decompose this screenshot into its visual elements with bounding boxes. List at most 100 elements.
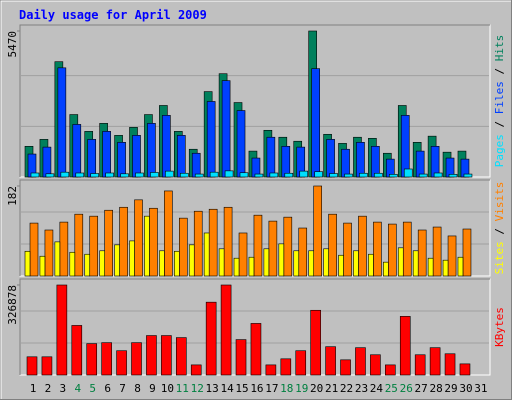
x-tick-label: 10 [161, 382, 174, 395]
bar [119, 206, 128, 277]
bar [250, 323, 262, 376]
bar [191, 152, 201, 178]
legend-entry: Pages [493, 134, 506, 167]
bar [383, 261, 389, 277]
bar [89, 215, 99, 277]
chart-title: Daily usage for April 2009 [19, 8, 207, 22]
bar [429, 347, 441, 376]
bar [144, 215, 150, 277]
bar [356, 142, 365, 178]
bar [444, 353, 456, 376]
bar [39, 255, 46, 277]
x-tick-label: 12 [191, 382, 204, 395]
bar [432, 226, 442, 277]
bar [99, 250, 105, 277]
bar [135, 172, 144, 178]
bar [26, 356, 38, 376]
bar [45, 173, 55, 178]
bar [442, 259, 449, 277]
bar [463, 173, 473, 178]
bar [74, 213, 84, 277]
legend-separator: / [493, 221, 506, 241]
x-tick-label: 29 [444, 382, 457, 395]
bar [134, 199, 143, 277]
bar [325, 346, 336, 376]
bar [105, 172, 114, 178]
panel-shade [19, 179, 490, 276]
bar [114, 244, 120, 277]
bar [323, 248, 329, 277]
bar [447, 235, 457, 277]
bar [254, 173, 264, 178]
x-tick-label: 2 [45, 382, 52, 395]
legend-entry: Visits [493, 182, 506, 222]
x-tick-label: 5 [89, 382, 96, 395]
bar [418, 173, 428, 178]
bar [205, 301, 217, 376]
bar [206, 101, 216, 178]
bar [54, 241, 61, 277]
bar [147, 123, 156, 178]
bar [193, 210, 203, 277]
bar [90, 173, 100, 178]
bar [131, 342, 142, 376]
bar [417, 229, 427, 277]
x-tick-label: 11 [176, 382, 189, 395]
x-tick-label: 9 [149, 382, 156, 395]
bar [159, 250, 165, 277]
bar [177, 135, 186, 178]
legend-entry: Files [493, 81, 506, 114]
bar [104, 209, 113, 277]
y-tick-label: 5470 [6, 31, 19, 58]
bar [174, 250, 180, 277]
bar [176, 337, 187, 376]
x-tick-label: 21 [325, 382, 338, 395]
bar [371, 146, 380, 178]
bar [208, 208, 218, 277]
bar [280, 358, 292, 376]
bar [281, 146, 291, 178]
bar [353, 250, 359, 277]
bar [87, 139, 97, 178]
bar [24, 250, 31, 277]
bar [179, 217, 188, 277]
bar [162, 115, 171, 178]
bar [218, 248, 225, 277]
bar [223, 206, 233, 277]
panel-shade [19, 24, 490, 177]
bar [209, 171, 219, 178]
bar [194, 173, 204, 178]
bar [338, 254, 344, 277]
x-tick-label: 20 [310, 382, 323, 395]
x-tick-label: 23 [355, 382, 368, 395]
legend: KBytes [493, 307, 506, 347]
bar [132, 135, 141, 178]
bar [101, 342, 112, 376]
panel-shade [19, 278, 490, 375]
bar [266, 136, 276, 178]
bar [86, 343, 98, 376]
bar [459, 363, 471, 376]
bar [161, 335, 172, 376]
bar [278, 243, 285, 277]
bar [328, 213, 337, 277]
bar [236, 110, 246, 178]
bar [84, 253, 91, 277]
x-tick-label: 15 [235, 382, 248, 395]
bar [284, 172, 294, 178]
x-tick-label: 16 [250, 382, 263, 395]
bar [221, 80, 231, 178]
bar [30, 172, 40, 178]
bar [344, 173, 353, 178]
bar [308, 250, 314, 277]
bar [311, 68, 320, 178]
bar [69, 251, 76, 277]
bar [313, 185, 322, 277]
x-tick-label: 26 [400, 382, 413, 395]
bar [263, 248, 270, 277]
bar [355, 347, 366, 376]
bar [44, 229, 54, 277]
bar [430, 146, 440, 178]
bar [415, 150, 425, 178]
